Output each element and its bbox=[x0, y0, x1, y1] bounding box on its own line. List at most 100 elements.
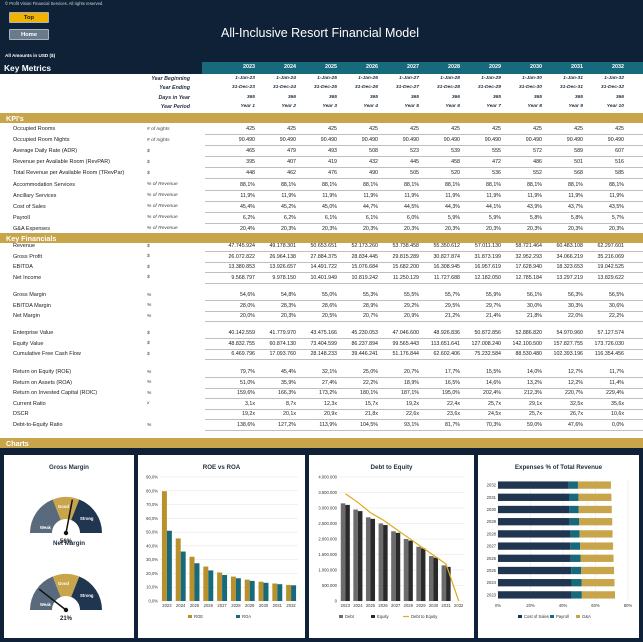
metric-value: 13.380.853 bbox=[228, 264, 255, 271]
metric-value: 47,6% bbox=[567, 422, 583, 428]
metric-value: 30.827.874 bbox=[433, 253, 460, 260]
metric-label: Return on Equity (ROE) bbox=[13, 369, 72, 375]
metric-value: 20,9x bbox=[324, 411, 337, 418]
metric-value: 29,2% bbox=[403, 302, 419, 309]
gross-margin-gauge: Weak Good Strong 56% bbox=[30, 497, 102, 543]
metric-value: 99.565.443 bbox=[392, 340, 419, 347]
metric-value: 127.008.240 bbox=[471, 340, 501, 347]
metric-value: 32,5x bbox=[570, 400, 583, 407]
bar-segment-g-a bbox=[577, 481, 611, 489]
y-tick-label: 0 bbox=[335, 599, 338, 604]
metric-label: Ancillary Services bbox=[13, 192, 57, 199]
metric-value: 13.297.219 bbox=[556, 274, 583, 281]
metric-value: 12,3x bbox=[324, 400, 337, 407]
metric-unit: % of Revenue bbox=[147, 182, 178, 187]
header-row-value: Year 1 bbox=[240, 104, 255, 110]
header-row-value: Year 4 bbox=[363, 104, 378, 110]
header-row-value: 31-Dec-24 bbox=[272, 85, 296, 91]
metric-value: 20,9% bbox=[403, 313, 419, 320]
metric-value: 51,0% bbox=[239, 379, 255, 386]
metric-value: 425 bbox=[287, 126, 296, 132]
metric-value: 22,2% bbox=[608, 313, 624, 320]
metric-value: 90.490 bbox=[320, 137, 337, 144]
header-row-value: 1-Jan-30 bbox=[522, 76, 542, 81]
year-column-header: 2027 bbox=[407, 64, 419, 70]
metric-value: 425 bbox=[246, 126, 255, 132]
metric-value: 43,9% bbox=[526, 203, 542, 210]
metric-value: 88,1% bbox=[485, 181, 501, 188]
debt-equity-chart: 0 500.000 1.000.000 1.500.000 2.000.000 2.500… bbox=[318, 475, 465, 619]
metric-value: 30,0% bbox=[526, 302, 542, 309]
home-button[interactable]: Home bbox=[9, 29, 49, 40]
metric-value: 552 bbox=[533, 170, 542, 177]
metric-value: 26.072.822 bbox=[228, 253, 255, 260]
bar-segment-cost-of-sales bbox=[498, 505, 570, 514]
bar-equity bbox=[395, 532, 401, 601]
metric-value: 20,4% bbox=[239, 225, 255, 232]
metric-value: 60.874.130 bbox=[269, 340, 296, 347]
metric-value: 425 bbox=[574, 126, 583, 132]
bar-equity bbox=[383, 525, 388, 601]
roe-roa-title: ROE vs ROA bbox=[202, 464, 241, 471]
year-column-header: 2030 bbox=[530, 64, 542, 70]
metric-value: 45,4% bbox=[239, 203, 255, 210]
legend-swatch-debt bbox=[339, 615, 343, 618]
metric-value: 16.308.945 bbox=[433, 264, 460, 271]
bar-debt bbox=[403, 539, 409, 601]
y-tick-label: 2030 bbox=[487, 507, 497, 512]
metric-value: 22,0% bbox=[567, 313, 583, 320]
metric-value: 26.964.138 bbox=[269, 253, 296, 260]
y-tick-label: 2027 bbox=[487, 544, 497, 549]
y-tick-label: 10,0% bbox=[146, 585, 158, 590]
bar-equity bbox=[357, 511, 363, 601]
metric-value: 47.046.600 bbox=[392, 330, 419, 336]
metric-value: 20,3% bbox=[362, 225, 378, 232]
metric-value: 11,9% bbox=[527, 192, 542, 199]
legend-label-ratio: Debt to Equity bbox=[411, 614, 438, 619]
metric-unit: % bbox=[147, 303, 152, 309]
metric-value: 17,7% bbox=[444, 369, 460, 375]
metric-value: 31.873.199 bbox=[474, 253, 501, 260]
roe-roa-chart: 0,0% 10,0% 20,0% 30,0% 40,0% 50,0% 60,0% 70,0% 8… bbox=[146, 475, 298, 619]
currency-note: All Amounts in USD ($) bbox=[5, 53, 56, 58]
y-tick-label: 2029 bbox=[487, 519, 497, 524]
row-divider bbox=[205, 398, 643, 400]
header-row-value: 366 bbox=[615, 94, 624, 100]
metric-value: 20,5% bbox=[321, 313, 337, 320]
metric-label: Cumulative Free Cash Flow bbox=[13, 351, 81, 358]
metric-value: 88,1% bbox=[362, 181, 378, 188]
top-button[interactable]: Top bbox=[9, 12, 49, 23]
metric-value: 29,7% bbox=[485, 302, 501, 309]
gauge-label-strong: Strong bbox=[80, 593, 94, 598]
x-tick-label: 2031 bbox=[273, 603, 283, 608]
metric-value: 5,7% bbox=[611, 214, 624, 221]
year-column-header: 2024 bbox=[284, 64, 296, 70]
header-row-value: 366 bbox=[287, 94, 296, 100]
gauge-band-weak bbox=[30, 499, 61, 533]
metric-value: 28,9% bbox=[362, 302, 378, 309]
metric-value: 493 bbox=[328, 148, 337, 155]
gauge-band-good bbox=[52, 497, 80, 520]
metric-value: 127,2% bbox=[278, 422, 296, 428]
y-tick-label: 30,0% bbox=[146, 557, 158, 562]
metric-value: 81,7% bbox=[444, 422, 460, 428]
metric-unit: $ bbox=[147, 170, 150, 176]
metric-value: 425 bbox=[615, 126, 624, 132]
bar-debt bbox=[340, 503, 346, 601]
x-tick-label: 2030 bbox=[259, 603, 269, 608]
metric-value: 50.653.651 bbox=[310, 243, 337, 249]
row-divider bbox=[205, 178, 643, 180]
bar-segment-cost-of-sales bbox=[498, 579, 572, 587]
gauge-value: 21% bbox=[60, 616, 73, 620]
metric-value: 30,3% bbox=[567, 302, 583, 309]
header-row-value: 1-Jan-25 bbox=[317, 76, 337, 81]
bar-debt bbox=[365, 517, 371, 601]
section-kpis-label: KPI's bbox=[6, 114, 24, 123]
bar-segment-payroll bbox=[571, 566, 582, 575]
x-tick-label: 2032 bbox=[286, 603, 296, 608]
bar-segment-cost-of-sales bbox=[498, 530, 570, 538]
metric-value: 12,2% bbox=[567, 379, 583, 386]
header-row-value: 365 bbox=[492, 94, 501, 100]
metric-unit: $ bbox=[147, 254, 150, 260]
bar-debt bbox=[428, 556, 434, 601]
